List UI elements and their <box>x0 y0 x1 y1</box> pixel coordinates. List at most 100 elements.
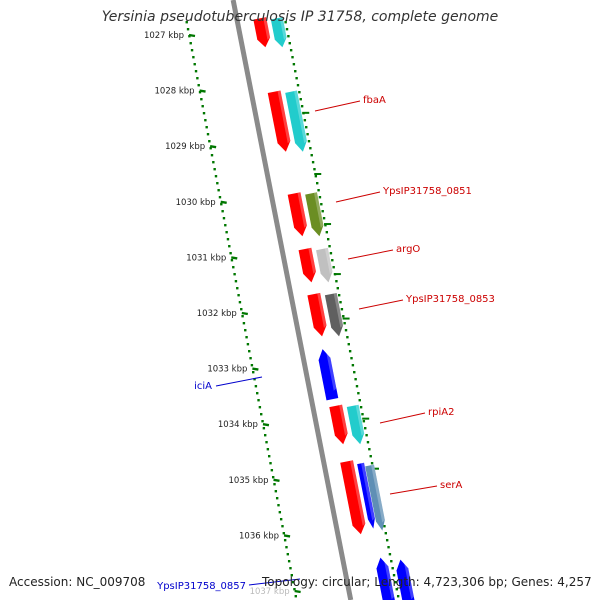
gene-arrow-highlight <box>279 17 287 40</box>
inner-dot <box>241 315 244 318</box>
inner-dot <box>279 518 283 521</box>
outer-dot <box>285 28 289 31</box>
gene-label[interactable]: argO <box>396 244 420 255</box>
gene-label[interactable]: YpsIP31758_0857 <box>156 581 246 592</box>
tick-label: 1029 kbp <box>165 142 205 152</box>
outer-dot <box>292 63 296 66</box>
outer-dot <box>298 91 301 94</box>
inner-dot <box>214 175 218 178</box>
inner-dot <box>200 98 203 101</box>
leader-line <box>314 100 361 112</box>
gene-arrow-highlight <box>361 462 375 521</box>
outer-dot <box>311 161 315 164</box>
gene-arrow-highlight <box>333 292 344 328</box>
inner-dot <box>209 147 212 150</box>
genome-summary: Topology: circular; Length: 4,723,306 bp… <box>262 575 592 589</box>
map-title: Yersinia pseudotuberculosis IP 31758, co… <box>101 9 499 25</box>
inner-dot <box>277 504 280 507</box>
label-layer: fbaA YpsIP31758_0851 argO YpsIP31758_0853rp… <box>156 95 495 592</box>
gene-label[interactable]: YpsIP31758_0853 <box>405 294 495 305</box>
inner-dot <box>273 483 276 486</box>
gene-label[interactable]: fbaA <box>363 95 386 106</box>
outer-dot <box>329 252 333 255</box>
tick-label: 1037 kbp <box>250 587 290 597</box>
gene-arrow-highlight <box>277 90 291 144</box>
outer-dot <box>347 343 350 346</box>
inner-dot <box>201 105 204 108</box>
inner-dot <box>202 112 206 115</box>
outer-dot <box>385 539 389 542</box>
outer-dot <box>289 49 293 52</box>
outer-dot <box>355 385 359 388</box>
inner-dot <box>257 399 260 402</box>
inner-dot <box>233 273 236 276</box>
gene-label[interactable]: rpiA2 <box>428 407 454 418</box>
inner-dot <box>253 378 256 381</box>
gene-arrow-shape <box>357 462 375 529</box>
inner-dot <box>217 189 220 192</box>
tick-mark <box>294 589 301 594</box>
inner-dot <box>208 140 211 143</box>
outer-dot <box>354 378 357 381</box>
gene-arrow-highlight <box>314 192 324 228</box>
gene-arrow-shape <box>305 192 324 237</box>
gene-arrow-shape <box>346 404 365 445</box>
inner-dot <box>278 511 282 514</box>
inner-dot <box>287 560 291 563</box>
tick-label: 1028 kbp <box>155 87 195 97</box>
gene-arrow-highlight <box>371 464 385 523</box>
tick-track: 1027 kbp 1028 kbp 1029 kbp 1030 kbp 1031 kbp… <box>144 21 400 598</box>
gene-arrow <box>253 17 271 48</box>
inner-dot <box>252 371 255 374</box>
tick-mark <box>188 33 196 38</box>
inner-dot <box>206 133 210 136</box>
inner-dot <box>285 546 288 549</box>
inner-dot <box>260 413 263 416</box>
outer-dot <box>313 168 316 171</box>
gene-arrow-shape <box>396 559 416 600</box>
gene-arrow <box>346 404 365 445</box>
gene-arrow <box>396 558 416 600</box>
gene-arrow-shape <box>267 90 291 152</box>
inner-dot <box>196 77 199 80</box>
outer-dot <box>344 329 348 332</box>
outer-dot <box>317 189 320 192</box>
outer-dot <box>332 266 335 269</box>
outer-dot <box>303 119 307 122</box>
outer-dot <box>391 567 394 570</box>
inner-dot <box>225 231 228 234</box>
outer-dot <box>396 595 400 598</box>
gene-arrow-highlight <box>403 558 414 600</box>
outer-dot <box>320 203 323 206</box>
outer-dot <box>387 546 390 549</box>
gene-label[interactable]: YpsIP31758_0851 <box>382 186 472 197</box>
inner-dot <box>274 490 278 493</box>
inner-dot <box>220 203 223 206</box>
outer-dot <box>321 210 324 213</box>
inner-dot <box>264 434 267 437</box>
inner-dot <box>266 448 270 451</box>
tick-label: 1033 kbp <box>207 365 247 375</box>
gene-label[interactable]: serA <box>440 480 462 491</box>
outer-dot <box>364 427 367 430</box>
gene-arrow-highlight <box>339 404 348 436</box>
inner-dot <box>291 581 295 584</box>
outer-dot <box>337 294 341 297</box>
outer-dot <box>314 175 318 178</box>
inner-dot <box>238 301 242 304</box>
genome-backbone <box>230 0 354 600</box>
gene-arrow-highlight <box>263 17 271 40</box>
inner-dot <box>237 294 240 297</box>
gene-label[interactable]: iciA <box>194 381 212 392</box>
inner-dot <box>265 441 268 444</box>
inner-dot <box>271 476 275 479</box>
gene-arrow <box>305 192 324 237</box>
inner-dot <box>242 322 246 325</box>
outer-dot <box>346 336 349 339</box>
inner-dot <box>294 595 297 598</box>
outer-dot <box>351 364 355 367</box>
tick-label: 1030 kbp <box>176 198 216 208</box>
outer-dot <box>322 217 326 220</box>
inner-dot <box>198 91 202 94</box>
